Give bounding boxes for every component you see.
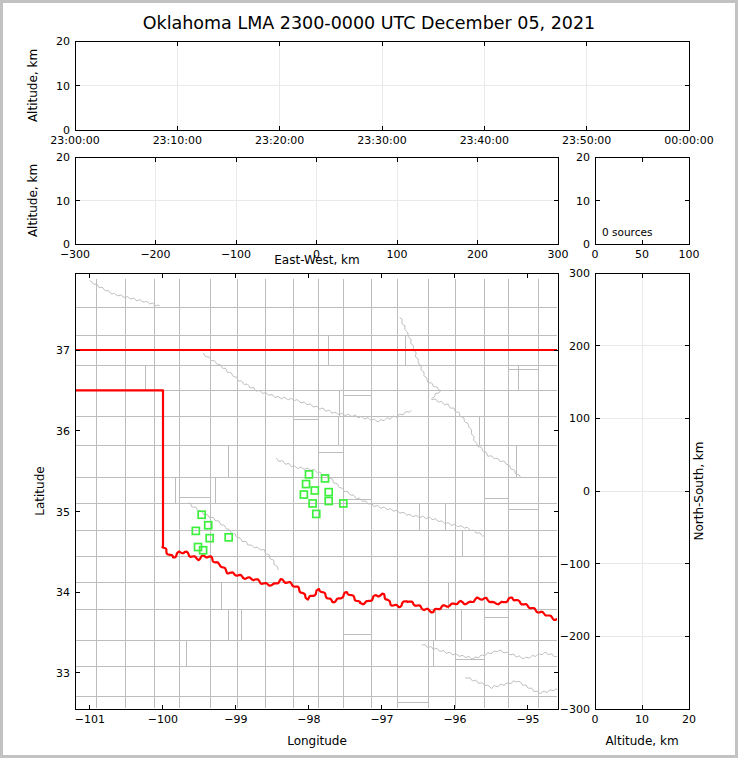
ns-tick-label: 300 — [569, 267, 590, 280]
station-marker — [303, 481, 310, 488]
ns-alt-tick-label: 0 — [592, 713, 599, 726]
ns-tick-label: 0 — [583, 485, 590, 498]
longitude-tick-label: −98 — [297, 713, 320, 726]
y-axis-label-altitude: Altitude, km — [26, 164, 40, 237]
time-tick-label: 23:40:00 — [460, 134, 509, 147]
hist-tick-label: 100 — [679, 248, 700, 261]
station-marker — [325, 489, 332, 496]
x-axis-label-longitude: Longitude — [287, 734, 347, 748]
y-axis-label-altitude: Altitude, km — [26, 49, 40, 122]
ns-tick-label: 200 — [569, 340, 590, 353]
panel-plan-map — [76, 274, 559, 710]
station-marker — [206, 535, 213, 542]
time-tick-label: 23:00:00 — [50, 134, 99, 147]
longitude-tick-label: −100 — [148, 713, 178, 726]
altitude-tick-label: 20 — [56, 35, 70, 48]
time-tick-label: 23:30:00 — [357, 134, 406, 147]
hist-tick-label: 0 — [592, 248, 599, 261]
time-tick-label: 23:50:00 — [562, 134, 611, 147]
longitude-tick-label: −95 — [516, 713, 539, 726]
longitude-tick-label: −101 — [75, 713, 105, 726]
longitude-tick-label: −96 — [443, 713, 466, 726]
ns-tick-label: 100 — [569, 412, 590, 425]
river — [90, 281, 159, 306]
altitude-tick-label: 10 — [56, 195, 70, 208]
ew-tick-label: 200 — [467, 248, 488, 261]
ns-alt-tick-label: 20 — [682, 713, 696, 726]
hist-tick-label: 50 — [635, 248, 649, 261]
latitude-tick-label: 34 — [56, 586, 70, 599]
ns-tick-label: −100 — [560, 558, 590, 571]
time-tick-label: 00:00:00 — [664, 134, 713, 147]
station-marker — [300, 491, 307, 498]
river — [466, 678, 558, 694]
y-axis-label-north-south: North-South, km — [692, 441, 706, 540]
ew-tick-label: −200 — [140, 248, 170, 261]
altitude-tick-label: 10 — [576, 195, 590, 208]
ns-tick-label: −300 — [560, 703, 590, 716]
longitude-tick-label: −97 — [370, 713, 393, 726]
latitude-tick-label: 37 — [56, 344, 70, 357]
ew-tick-label: 100 — [387, 248, 408, 261]
station-marker — [305, 471, 312, 478]
sources-count-annotation: 0 sources — [602, 226, 652, 238]
altitude-tick-label: 10 — [56, 80, 70, 93]
latitude-tick-label: 33 — [56, 667, 70, 680]
plot-canvas: 23:00:00 23:10:00 23:20:00 23:30:00 23:40:00… — [0, 0, 738, 758]
ns-tick-label: −200 — [560, 630, 590, 643]
state-border-west — [75, 390, 163, 546]
ew-tick-label: 300 — [548, 248, 569, 261]
station-marker — [311, 487, 318, 494]
altitude-tick-label: 20 — [56, 151, 70, 164]
x-axis-label-altitude: Altitude, km — [605, 734, 678, 748]
river — [422, 645, 557, 659]
latitude-tick-label: 35 — [56, 506, 70, 519]
altitude-tick-label: 0 — [63, 124, 70, 137]
river — [400, 318, 521, 478]
y-axis-label-latitude: Latitude — [33, 466, 47, 515]
river — [204, 353, 412, 422]
altitude-tick-label: 20 — [576, 151, 590, 164]
river — [189, 503, 279, 569]
station-marker — [225, 534, 232, 541]
ns-alt-tick-label: 10 — [635, 713, 649, 726]
altitude-tick-label: 0 — [63, 238, 70, 251]
altitude-tick-label: 0 — [583, 238, 590, 251]
figure-frame: Oklahoma LMA 2300-0000 UTC December 05, … — [0, 0, 738, 758]
x-axis-label-east-west: East-West, km — [274, 253, 360, 267]
longitude-tick-label: −99 — [224, 713, 247, 726]
ew-tick-label: −100 — [221, 248, 251, 261]
time-tick-label: 23:10:00 — [153, 134, 202, 147]
latitude-tick-label: 36 — [56, 425, 70, 438]
time-tick-label: 23:20:00 — [255, 134, 304, 147]
